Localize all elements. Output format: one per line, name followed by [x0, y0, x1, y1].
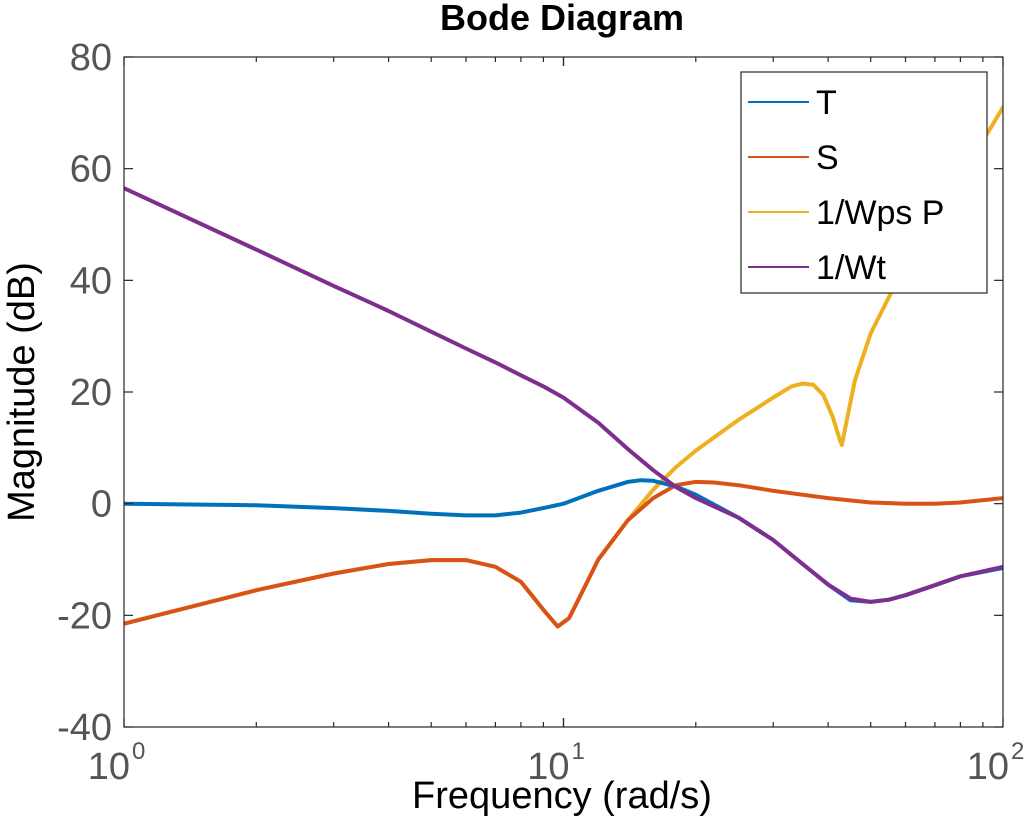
x-tick-exponent: 0 [132, 738, 145, 765]
legend-entry-label: 1/Wt [816, 249, 886, 287]
y-tick-label: 0 [91, 484, 112, 526]
series-line-s [124, 479, 1003, 629]
legend-box [740, 71, 988, 294]
x-tick-label: 10 [527, 746, 569, 788]
legend: TS 1/Wps P 1/Wt [740, 71, 988, 294]
axes [123, 56, 1004, 728]
y-tick-label: -20 [57, 595, 112, 637]
x-axis-label: Frequency (rad/s) [412, 775, 712, 817]
x-tick-label: 10 [88, 746, 130, 788]
y-tick-label: 80 [70, 37, 112, 79]
y-axis-label: Magnitude (dB) [1, 262, 43, 522]
legend-entry-label: T [816, 84, 837, 122]
x-tick-exponent: 2 [1011, 738, 1024, 765]
y-tick-label: 60 [70, 149, 112, 191]
chart-title: Bode Diagram [440, 0, 684, 38]
x-tick-label: 10 [967, 746, 1009, 788]
series-layer [124, 105, 1003, 629]
legend-entry-label: S [816, 139, 839, 177]
y-tick-label: 20 [70, 372, 112, 414]
y-tick-label: 40 [70, 260, 112, 302]
series-line-1-wt [124, 186, 1003, 604]
x-tick-exponent: 1 [572, 738, 585, 765]
legend-entry-label: 1/Wps P [816, 194, 944, 232]
y-tick-label: -40 [57, 707, 112, 749]
